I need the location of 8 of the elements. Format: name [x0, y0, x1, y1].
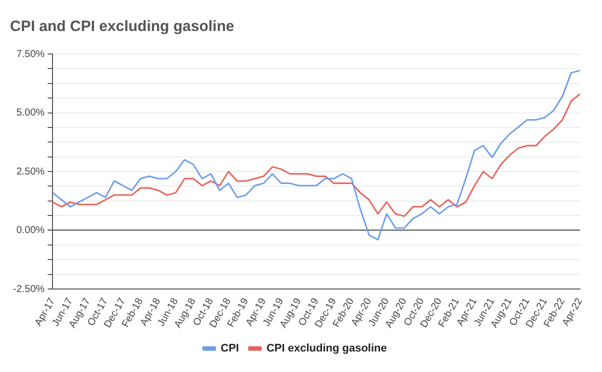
y-tick-label: 0.00% [16, 225, 45, 236]
legend-label: CPI [220, 342, 239, 355]
y-tick-label: 2.50% [16, 166, 45, 178]
chart-title: CPI and CPI excluding gasoline [10, 18, 234, 36]
y-tick-label: -2.50% [12, 284, 45, 295]
y-tick-label: 7.50% [16, 48, 45, 60]
y-tick-label: 5.00% [16, 108, 45, 119]
legend-label: CPI excluding gasoline [266, 342, 387, 355]
